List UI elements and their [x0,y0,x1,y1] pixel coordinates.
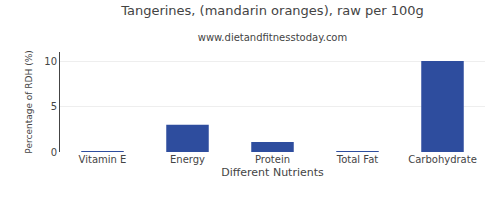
svg-text:Carbohydrate: Carbohydrate [408,154,477,165]
svg-text:Different Nutrients: Different Nutrients [221,166,324,179]
svg-text:Total Fat: Total Fat [336,154,378,165]
svg-text:0: 0 [51,147,57,158]
svg-text:Tangerines, (mandarin oranges): Tangerines, (mandarin oranges), raw per … [120,3,424,18]
svg-text:Percentage of RDH (%): Percentage of RDH (%) [24,50,34,153]
svg-text:5: 5 [51,101,57,112]
svg-text:Vitamin E: Vitamin E [79,154,127,165]
svg-text:10: 10 [44,56,57,67]
svg-text:www.dietandfitnesstoday.com: www.dietandfitnesstoday.com [198,32,347,43]
svg-text:Protein: Protein [255,154,290,165]
svg-text:Energy: Energy [170,154,205,165]
